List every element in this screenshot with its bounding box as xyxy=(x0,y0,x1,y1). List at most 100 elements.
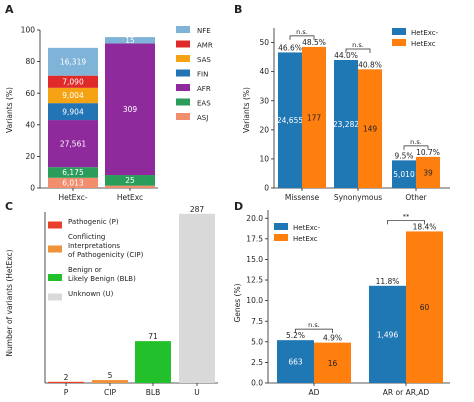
panel-d-bars: 5.2% 663 4.9% 16 n.s. 11.8% 1,496 18.4% 60 ** xyxy=(277,212,443,383)
panel-a-legend-swatch-fin xyxy=(176,69,190,77)
panel-d-axes: 0.0 2.5 5.0 7.5 10.0 12.5 15.0 17.5 20.0 AD AR or … xyxy=(246,210,450,397)
panel-b-percent-label: 40.8% xyxy=(358,60,382,69)
panel-d-bar-hetexc xyxy=(314,342,351,383)
panel-a-segment-count-label: 27,561 xyxy=(60,139,86,148)
panel-a-bar-segment-afr xyxy=(48,120,98,168)
panel-d-bar-hetexc-minus xyxy=(369,285,406,383)
panel-d-x-tick-label: AD xyxy=(309,388,320,397)
panel-d-significance-bracket xyxy=(295,328,333,334)
panel-b-count-label: 5,010 xyxy=(393,170,415,179)
panel-b-legend-label: HetExc- xyxy=(411,29,439,37)
panel-a-y-tick-label: 100 xyxy=(21,26,36,35)
panel-a-bars: 6,013 6,175 27,561 9,904 9,004 7,090 16,319 25 3… xyxy=(48,36,155,188)
panel-c-bar-blb xyxy=(135,341,171,383)
panel-d-legend-label: HetExc xyxy=(293,235,318,243)
panel-b-legend: HetExc- HetExc xyxy=(392,28,439,48)
panel-a-legend-label: ASJ xyxy=(197,114,208,122)
panel-d-x-tick-label: AR or AR,AD xyxy=(383,388,430,397)
panel-a-ancestry-chart: Variants (%) 0 20 40 60 80 100 HetExc- HetExc 6… xyxy=(5,26,213,202)
panel-c-bars: 2 5 71 287 xyxy=(48,205,215,383)
panel-d-y-tick-label: 0.0 xyxy=(251,379,263,388)
panel-a-legend-label: NFE xyxy=(197,27,211,35)
panel-d-legend-swatch xyxy=(274,223,288,230)
panel-b-legend-swatch xyxy=(392,39,406,46)
panel-d-inheritance-chart: Genes (%) 0.0 2.5 5.0 7.5 10.0 12.5 15.0 17.5 20… xyxy=(233,210,450,397)
panel-d-y-tick-label: 2.5 xyxy=(251,358,263,367)
panel-letter-b: B xyxy=(234,3,242,16)
panel-c-legend-swatch xyxy=(48,245,62,253)
panel-d-legend-swatch xyxy=(274,234,288,241)
panel-b-bars: 46.6% 24,655 48.5% 177 n.s. 44.0% 23,282 40.8% 1… xyxy=(277,28,440,189)
panel-c-value-label: 2 xyxy=(64,373,69,382)
panel-c-legend-swatch xyxy=(48,221,62,229)
panel-d-count-label: 1,496 xyxy=(377,330,399,339)
panel-a-legend-swatch-sas xyxy=(176,55,190,62)
panel-c-clinvar-chart: Number of variants (HetExc) P CIP BLB U 2 5 7… xyxy=(5,205,218,397)
panel-d-y-tick-label: 10.0 xyxy=(246,296,263,305)
panel-a-segment-count-label: 16,319 xyxy=(60,57,86,66)
panel-b-legend-swatch xyxy=(392,28,406,35)
panel-letter-a: A xyxy=(5,3,14,16)
panel-c-legend-label: Conflicting xyxy=(68,233,105,241)
panel-a-bar-segment-nfe xyxy=(105,37,155,44)
panel-b-significance-label: n.s. xyxy=(352,41,364,49)
panel-a-legend-label: AFR xyxy=(197,85,211,93)
panel-b-count-label: 177 xyxy=(307,113,322,122)
panel-a-segment-count-label: 309 xyxy=(123,105,138,114)
panel-b-y-tick-label: 50 xyxy=(259,38,269,47)
panel-a-bar-segment-asj xyxy=(48,177,98,188)
panel-b-significance-bracket xyxy=(289,35,315,40)
panel-c-bar-p xyxy=(48,381,84,383)
panel-a-legend-label: FIN xyxy=(197,71,208,79)
panel-d-bar-hetexc-minus xyxy=(277,340,314,383)
panel-a-legend-swatch-amr xyxy=(176,40,190,48)
panel-b-count-label: 39 xyxy=(423,168,433,177)
panel-b-significance-label: n.s. xyxy=(296,28,308,36)
panel-d-significance-bracket xyxy=(387,220,425,225)
panel-a-segment-count-label: 9,004 xyxy=(62,91,84,100)
panel-a-bar-segment-eas xyxy=(105,175,155,186)
panel-a-legend-swatch-eas xyxy=(176,98,190,106)
panel-b-percent-label: 48.5% xyxy=(302,38,326,47)
panel-c-x-tick-label: U xyxy=(194,388,200,397)
panel-b-count-label: 24,655 xyxy=(277,116,303,125)
panel-a-segment-count-label: 9,904 xyxy=(62,107,84,116)
panel-c-legend-label: Unknown (U) xyxy=(68,290,114,298)
panel-d-percent-label: 5.2% xyxy=(286,331,305,340)
panel-a-segment-count-label: 15 xyxy=(125,36,135,45)
panel-b-significance-bracket xyxy=(345,48,371,53)
panel-a-x-tick-label: HetExc xyxy=(117,193,143,202)
panel-c-value-label: 287 xyxy=(190,205,205,214)
panel-d-significance-label: n.s. xyxy=(308,321,320,329)
panel-a-y-tick-label: 0 xyxy=(30,184,35,193)
panel-a-bar-segment-fin xyxy=(48,103,98,121)
panel-b-percent-label: 46.6% xyxy=(278,43,302,52)
panel-d-y-tick-label: 20.0 xyxy=(246,214,263,223)
panel-d-bar-hetexc xyxy=(406,231,443,383)
panel-a-bar-segment-sas xyxy=(48,87,98,104)
panel-b-x-tick-label: Missense xyxy=(285,193,320,202)
panel-c-legend-label: Benign or xyxy=(68,266,102,274)
panel-c-legend-swatch xyxy=(48,293,62,301)
panel-b-bar-hetexc xyxy=(358,69,382,188)
panel-d-percent-label: 18.4% xyxy=(413,222,437,231)
panel-d-legend: HetExc- HetExc xyxy=(274,223,321,243)
panel-d-count-label: 16 xyxy=(328,359,338,368)
panel-a-legend-label: SAS xyxy=(197,56,211,64)
panel-c-x-tick-label: CIP xyxy=(104,388,116,397)
panel-a-y-tick-label: 60 xyxy=(25,89,35,98)
panel-c-legend-label: Likely Benign (BLB) xyxy=(68,275,136,283)
panel-a-bar-segment-amr xyxy=(48,75,98,88)
panel-letter-c: C xyxy=(5,200,13,213)
panel-b-legend-label: HetExc xyxy=(411,40,436,48)
panel-b-significance-bracket xyxy=(403,145,429,150)
panel-c-legend-label: Pathogenic (P) xyxy=(68,218,119,226)
panel-a-legend: NFE AMR SAS FIN AFR EAS ASJ xyxy=(176,26,213,122)
panel-c-bar-u xyxy=(179,213,215,383)
panel-b-variant-type-chart: Variants (%) 0 10 20 30 40 50 Missense Synonymo… xyxy=(242,28,450,202)
panel-a-segment-count-label: 7,090 xyxy=(62,77,84,86)
panel-b-y-tick-label: 30 xyxy=(259,96,269,105)
panel-c-legend-swatch xyxy=(48,274,62,281)
panel-c-legend: Pathogenic (P) ConflictingInterpretations… xyxy=(48,218,144,301)
